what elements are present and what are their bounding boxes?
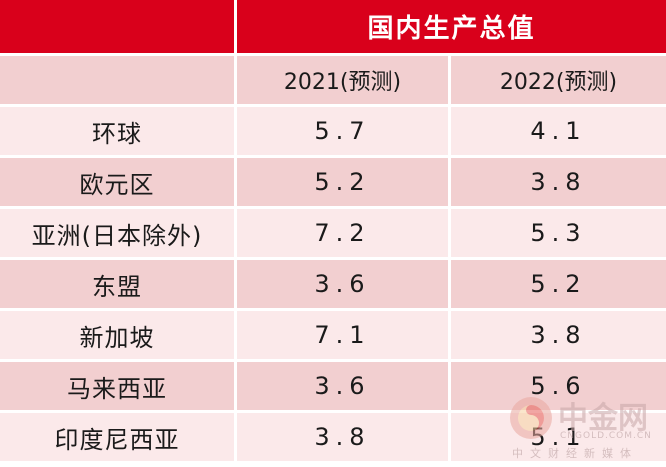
region-cell: 环球 bbox=[0, 107, 234, 155]
table-row: 新加坡 7.1 3.8 bbox=[0, 311, 666, 362]
table-row: 亚洲(日本除外) 7.2 5.3 bbox=[0, 209, 666, 260]
value-2022-cell: 5.2 bbox=[448, 260, 666, 308]
region-cell: 印度尼西亚 bbox=[0, 413, 234, 461]
value-2021-cell: 5.2 bbox=[234, 158, 448, 206]
value-2022-cell: 3.8 bbox=[448, 158, 666, 206]
value-2021-cell: 3.6 bbox=[234, 362, 448, 410]
table-row: 环球 5.7 4.1 bbox=[0, 107, 666, 158]
value-2022-cell: 3.8 bbox=[448, 311, 666, 359]
watermark-url: CNGOLD.COM.CN bbox=[560, 431, 652, 441]
region-cell: 欧元区 bbox=[0, 158, 234, 206]
column-header-2021: 2021(预测) bbox=[234, 56, 448, 104]
value-2022-cell: 5.1 bbox=[448, 413, 666, 461]
column-header-2022: 2022(预测) bbox=[448, 56, 666, 104]
value-2021-cell: 7.2 bbox=[234, 209, 448, 257]
table-row: 东盟 3.6 5.2 bbox=[0, 260, 666, 311]
cngold-logo-icon bbox=[510, 397, 552, 439]
region-cell: 东盟 bbox=[0, 260, 234, 308]
value-2022-cell: 5.6 bbox=[448, 362, 666, 410]
column-header-empty bbox=[0, 56, 234, 104]
region-cell: 新加坡 bbox=[0, 311, 234, 359]
title-empty-cell bbox=[0, 0, 234, 53]
region-cell: 亚洲(日本除外) bbox=[0, 209, 234, 257]
table-title: 国内生产总值 bbox=[234, 0, 666, 53]
value-2022-cell: 4.1 bbox=[448, 107, 666, 155]
value-2021-cell: 5.7 bbox=[234, 107, 448, 155]
table-row: 马来西亚 3.6 5.6 bbox=[0, 362, 666, 413]
table-row: 印度尼西亚 3.8 5.1 bbox=[0, 413, 666, 464]
watermark: 中金网 CNGOLD.COM.CN 中文财经新媒体 bbox=[508, 393, 658, 460]
value-2021-cell: 3.8 bbox=[234, 413, 448, 461]
column-header-row: 2021(预测) 2022(预测) bbox=[0, 56, 666, 107]
region-cell: 马来西亚 bbox=[0, 362, 234, 410]
value-2022-cell: 5.3 bbox=[448, 209, 666, 257]
value-2021-cell: 7.1 bbox=[234, 311, 448, 359]
table-row: 欧元区 5.2 3.8 bbox=[0, 158, 666, 209]
value-2021-cell: 3.6 bbox=[234, 260, 448, 308]
watermark-name: 中金网 bbox=[558, 401, 648, 436]
table-title-row: 国内生产总值 bbox=[0, 0, 666, 56]
watermark-tagline: 中文财经新媒体 bbox=[512, 447, 638, 460]
